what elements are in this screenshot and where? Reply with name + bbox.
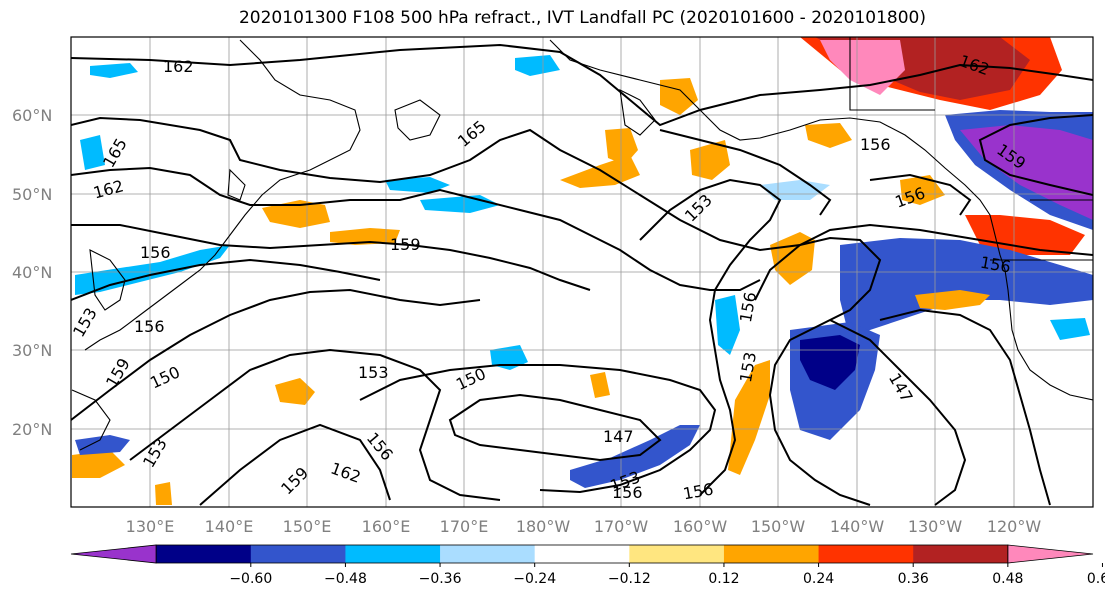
colorbar-segment: [534, 545, 630, 563]
colorbar-segment: [1007, 544, 1094, 564]
lon-label: 160°W: [673, 517, 728, 536]
colorbar-tick-label: −0.12: [608, 571, 651, 587]
lon-label: 150°E: [283, 517, 332, 536]
coastlines: [71, 37, 1093, 451]
colorbar-tick-label: 0.48: [992, 571, 1023, 587]
colorbar-segment: [723, 545, 820, 563]
colorbar-tick-label: 0.24: [803, 571, 834, 587]
colorbar-tick-label: −0.48: [324, 571, 367, 587]
colorbar-tick-label: 0.12: [708, 571, 739, 587]
shaded-anomaly-fields: [72, 37, 1093, 505]
lon-label: 180°W: [516, 517, 571, 536]
colorbar-tick-label: 0.36: [898, 571, 929, 587]
lat-label: 40°N: [12, 263, 52, 282]
colorbar-tick-label: −0.60: [229, 571, 272, 587]
map-content: [71, 37, 1093, 507]
lon-label: 140°W: [830, 517, 885, 536]
contour-label: 162: [163, 57, 194, 76]
lon-label: 170°W: [594, 517, 649, 536]
latitude-labels: 60°N 50°N 40°N 30°N 20°N: [12, 106, 52, 439]
lon-label: 120°W: [987, 517, 1042, 536]
colorbar-segment: [818, 545, 914, 563]
contour-label: 159: [390, 235, 421, 254]
colorbar-tick-label: −0.24: [513, 571, 556, 587]
lon-label: 130°E: [126, 517, 175, 536]
colorbar-segment: [70, 544, 157, 564]
lon-label: 160°E: [362, 517, 411, 536]
map-title: 2020101300 F108 500 hPa refract., IVT La…: [238, 8, 926, 28]
contour-label: 153: [358, 363, 389, 382]
contour-label: 147: [603, 427, 634, 446]
contour-label: 156: [134, 317, 165, 336]
colorbar-border: [155, 544, 1009, 564]
contour-lines: [71, 43, 1093, 506]
colorbar-tick-label: −0.36: [419, 571, 462, 587]
longitude-labels: 130°E 140°E 150°E 160°E 170°E 180°W 170°…: [126, 517, 1042, 536]
lat-label: 50°N: [12, 185, 52, 204]
contour-label: 156: [140, 243, 171, 262]
colorbar-segment: [250, 545, 346, 563]
map-border: [70, 36, 1094, 508]
contour-label: 156: [612, 483, 643, 502]
lat-label: 60°N: [12, 106, 52, 125]
colorbar-segment: [913, 545, 1009, 563]
colorbar: −0.60 −0.48 −0.36 −0.24 −0.12 0.12 0.24 0.36 0.4…: [70, 544, 1105, 587]
lat-label: 30°N: [12, 341, 52, 360]
lon-label: 130°W: [908, 517, 963, 536]
lon-label: 150°W: [751, 517, 806, 536]
lon-label: 170°E: [440, 517, 489, 536]
colorbar-tick-label: 0.60: [1087, 571, 1105, 587]
contour-label: 156: [860, 135, 891, 154]
map-gridlines: [71, 37, 1093, 507]
colorbar-segment: [629, 545, 725, 563]
colorbar-segment: [345, 545, 441, 563]
lat-label: 20°N: [12, 420, 52, 439]
lon-label: 140°E: [205, 517, 254, 536]
colorbar-segment: [440, 545, 536, 563]
colorbar-segment: [156, 545, 252, 563]
